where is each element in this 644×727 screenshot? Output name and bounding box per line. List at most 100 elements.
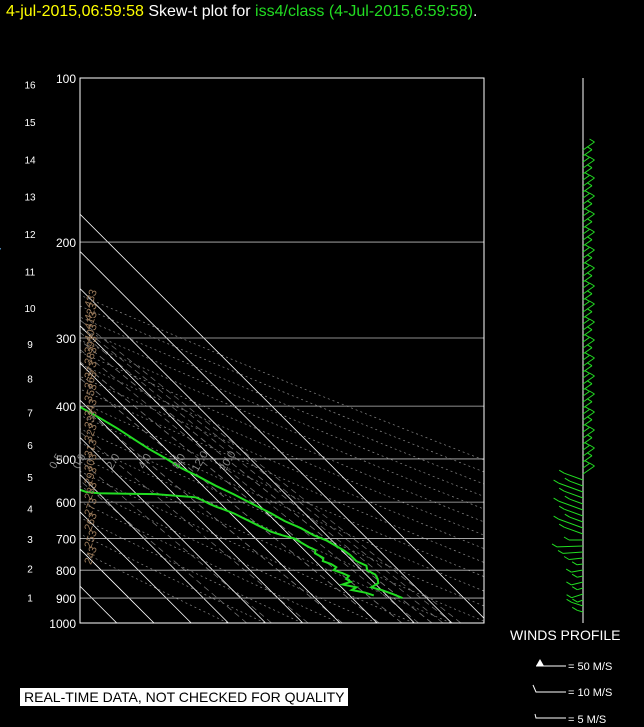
wind-barb-tick <box>558 469 565 474</box>
wind-barb-tick <box>564 477 571 482</box>
dataset-label: iss4/class (4-Jul-2015,6:59:58) <box>255 3 473 20</box>
wind-barb-tick <box>589 156 595 161</box>
title-bar: 4-jul-2015,06:59:58 Skew-t plot for iss4… <box>6 3 477 21</box>
wind-barb-tick <box>586 380 593 385</box>
dry-adiabat-label: 293 <box>82 465 100 486</box>
wind-barb-tick <box>553 497 559 502</box>
height-tick-label: 2 <box>27 565 33 576</box>
isotherm-line <box>80 548 155 623</box>
height-tick-label: 8 <box>27 375 33 386</box>
wind-barb <box>571 581 584 586</box>
wind-barb <box>582 285 595 295</box>
wind-barb-tick <box>571 586 578 591</box>
wind-barb <box>582 210 590 217</box>
wind-barb-tick <box>551 543 558 548</box>
wind-barb <box>582 195 595 205</box>
dry-adiabat-label: 353 <box>82 382 100 403</box>
wind-barb-tick <box>589 354 595 359</box>
height-tick-label: 6 <box>27 441 33 452</box>
wind-barb-tick <box>589 300 595 305</box>
isotherm-line <box>80 436 266 623</box>
wind-barb-tick <box>589 228 595 233</box>
dry-adiabat-label: 333 <box>82 409 100 430</box>
wind-barb <box>564 508 584 517</box>
wind-barb-tick <box>589 192 595 197</box>
wind-barb <box>582 318 590 325</box>
low-mixing-ratio-label: 20.0 <box>217 449 238 474</box>
pressure-tick-label: 400 <box>56 400 76 414</box>
wind-barb <box>569 557 584 560</box>
wind-barb <box>582 174 590 181</box>
wind-barb <box>582 249 595 259</box>
wind-barb <box>582 411 595 421</box>
wind-barb <box>582 347 593 355</box>
dry-adiabat-label: 343 <box>82 397 100 418</box>
dry-adiabat-label: 383 <box>82 345 100 366</box>
wind-barb <box>582 228 590 235</box>
wind-barb <box>558 518 584 529</box>
mixing-ratio-line <box>80 319 462 623</box>
height-tick-label: 10 <box>24 304 36 315</box>
mixing-ratio-line <box>80 361 403 623</box>
wind-barb-tick <box>558 523 565 528</box>
wind-barb <box>582 167 593 175</box>
mixing-ratio-line <box>80 339 433 623</box>
wind-barb-tick <box>564 513 571 518</box>
wind-barb <box>582 185 593 193</box>
wind-barb-tick <box>584 333 590 338</box>
wind-barb-tick <box>553 515 559 520</box>
wind-barb <box>577 563 584 566</box>
wind-barb-tick <box>584 387 590 392</box>
wind-barb-tick <box>584 369 590 374</box>
wind-barb <box>564 472 584 481</box>
wind-barb <box>582 447 595 457</box>
wind-barb <box>582 257 593 265</box>
mixing-ratio-line <box>80 339 433 623</box>
wind-barb-tick <box>586 344 593 349</box>
dry-adiabat-label: 403 <box>82 322 100 343</box>
wind-barb <box>577 609 584 613</box>
height-tick-label: 1 <box>27 594 33 605</box>
mixing-ratio-line <box>80 459 272 623</box>
mixing-ratio-line <box>80 325 453 623</box>
dry-adiabat-line <box>80 376 484 550</box>
isotherm-line <box>80 474 229 623</box>
mixing-ratio-line <box>80 405 343 623</box>
wind-barb <box>582 365 593 373</box>
mixing-ratio-line <box>80 331 444 623</box>
plot-frame <box>79 77 485 624</box>
wind-barb-tick <box>584 279 590 284</box>
pressure-tick-label: 500 <box>56 453 76 467</box>
dry-adiabat-line <box>80 501 340 623</box>
wind-barb-tick <box>584 459 590 464</box>
wind-barb <box>582 293 593 301</box>
wind-barb <box>582 393 595 403</box>
wind-barb <box>582 221 593 229</box>
dry-adiabat-line <box>80 517 303 623</box>
wind-barb <box>582 419 593 427</box>
wind-barb-tick <box>586 146 593 151</box>
wind-barb-tick <box>586 236 593 241</box>
wind-barb <box>564 490 584 499</box>
isotherm-line <box>80 511 192 623</box>
height-tick-label: 11 <box>25 267 36 278</box>
wind-barb-tick <box>584 423 590 428</box>
wind-barb <box>577 587 584 591</box>
wind-barb-tick <box>589 264 595 269</box>
isotherm-line <box>80 399 304 623</box>
wind-barb <box>582 437 593 445</box>
winds-profile-title: WINDS PROFILE <box>510 627 621 643</box>
height-tick-label: 15 <box>24 118 36 129</box>
pressure-tick-label: 200 <box>56 236 76 250</box>
wind-barb <box>582 383 593 391</box>
wind-barb-tick <box>589 318 595 323</box>
wind-barb <box>582 455 593 463</box>
wind-barb <box>582 408 590 415</box>
mixing-ratio-label: 32 <box>0 242 4 261</box>
wind-barb <box>571 593 584 599</box>
wind-barb-tick <box>586 182 593 187</box>
wind-barb <box>569 516 584 523</box>
wind-barb <box>582 375 595 385</box>
wind-barb-tick <box>589 390 595 395</box>
